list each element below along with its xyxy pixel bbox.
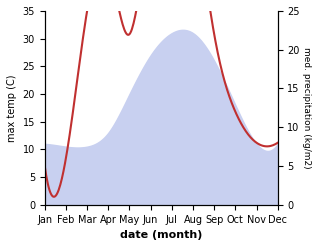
Y-axis label: max temp (C): max temp (C) bbox=[7, 74, 17, 142]
Y-axis label: med. precipitation (kg/m2): med. precipitation (kg/m2) bbox=[302, 47, 311, 169]
X-axis label: date (month): date (month) bbox=[120, 230, 203, 240]
